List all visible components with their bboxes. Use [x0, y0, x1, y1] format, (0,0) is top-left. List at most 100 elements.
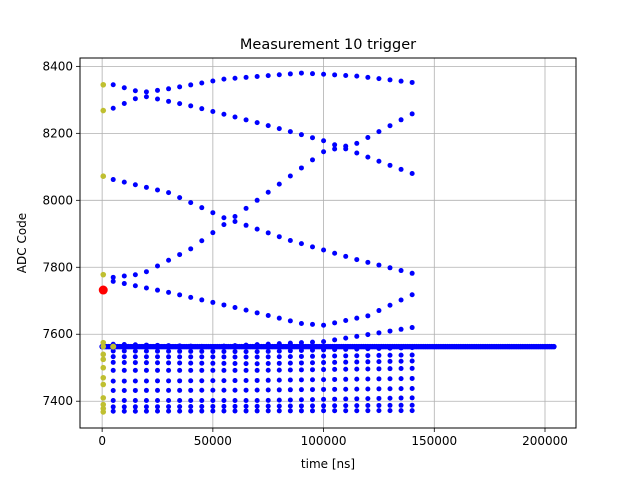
- data-point: [265, 230, 271, 236]
- y-axis: 7400 7600 7800 8000 8200 8400: [42, 59, 80, 408]
- data-point: [276, 348, 282, 354]
- data-point: [132, 398, 138, 404]
- data-point: [343, 386, 349, 392]
- data-point: [243, 74, 249, 80]
- data-point: [121, 85, 127, 91]
- data-point: [265, 189, 271, 195]
- data-point: [221, 222, 227, 228]
- data-point: [387, 402, 393, 408]
- data-point: [365, 359, 371, 365]
- data-point: [321, 247, 327, 253]
- data-point: [177, 367, 183, 373]
- data-point: [354, 257, 360, 263]
- data-point: [398, 166, 404, 172]
- data-point: [287, 173, 293, 179]
- data-point: [177, 378, 183, 384]
- y-tick-label: 7400: [42, 394, 73, 408]
- initial-point: [100, 356, 107, 363]
- data-point: [254, 403, 260, 409]
- data-point: [132, 404, 138, 410]
- data-point: [321, 386, 327, 392]
- data-point: [409, 292, 415, 298]
- data-point: [310, 71, 315, 77]
- data-point: [298, 397, 304, 403]
- data-point: [276, 315, 282, 321]
- data-point: [398, 268, 404, 274]
- data-point: [409, 270, 415, 276]
- data-point: [376, 359, 382, 365]
- data-point: [354, 140, 360, 146]
- data-point: [110, 278, 116, 284]
- data-point: [332, 366, 338, 372]
- data-point: [155, 367, 160, 373]
- initial-point: [100, 343, 107, 350]
- data-point: [321, 353, 327, 359]
- data-point: [155, 96, 160, 102]
- data-point: [343, 335, 349, 341]
- data-point: [343, 366, 349, 372]
- data-point: [177, 292, 183, 298]
- data-point: [121, 378, 127, 384]
- data-point: [354, 353, 360, 359]
- data-point: [287, 354, 293, 360]
- data-point: [232, 349, 238, 355]
- data-point: [177, 195, 183, 201]
- data-point: [376, 366, 382, 372]
- data-point: [254, 387, 260, 393]
- data-point: [143, 360, 149, 366]
- initial-point: [110, 343, 117, 350]
- data-point: [210, 360, 216, 366]
- data-point: [365, 386, 371, 392]
- data-point: [376, 76, 382, 82]
- data-point: [121, 179, 127, 185]
- data-point: [199, 360, 205, 366]
- data-point: [387, 123, 393, 129]
- data-point: [409, 408, 415, 414]
- data-point: [199, 80, 205, 86]
- data-point: [310, 403, 315, 409]
- data-point: [121, 359, 127, 365]
- data-point: [143, 285, 149, 291]
- data-point: [265, 354, 271, 360]
- data-point: [232, 114, 238, 120]
- data-point: [298, 408, 304, 414]
- data-point: [298, 321, 304, 327]
- data-point: [354, 386, 360, 392]
- data-point: [265, 73, 271, 79]
- data-point: [166, 398, 172, 404]
- data-point: [332, 250, 338, 256]
- data-point: [409, 402, 415, 408]
- initial-point: [100, 364, 107, 371]
- data-point: [354, 376, 360, 382]
- data-point: [276, 367, 282, 373]
- data-point: [188, 360, 194, 366]
- data-point: [121, 408, 127, 414]
- y-tick-label: 8200: [42, 126, 73, 140]
- data-point: [387, 77, 393, 83]
- data-point: [387, 386, 393, 392]
- data-point: [155, 404, 160, 410]
- initial-point: [100, 381, 107, 388]
- data-point: [276, 181, 282, 187]
- data-point: [376, 386, 382, 392]
- data-point: [287, 387, 293, 393]
- data-point: [321, 138, 327, 144]
- data-point: [398, 78, 404, 84]
- data-point: [243, 387, 249, 393]
- data-point: [221, 398, 227, 404]
- data-point: [343, 403, 349, 409]
- data-point: [243, 408, 249, 414]
- data-point: [321, 339, 327, 345]
- data-point: [376, 129, 382, 135]
- data-point: [310, 387, 315, 393]
- data-point: [376, 330, 382, 336]
- data-point: [221, 354, 227, 360]
- data-point: [376, 352, 382, 358]
- data-point: [232, 219, 238, 225]
- data-point: [132, 360, 138, 366]
- initial-point: [100, 339, 107, 346]
- chart-title: Measurement 10 trigger: [240, 37, 416, 53]
- data-point: [332, 353, 338, 359]
- data-point: [376, 262, 382, 268]
- data-point: [310, 244, 315, 250]
